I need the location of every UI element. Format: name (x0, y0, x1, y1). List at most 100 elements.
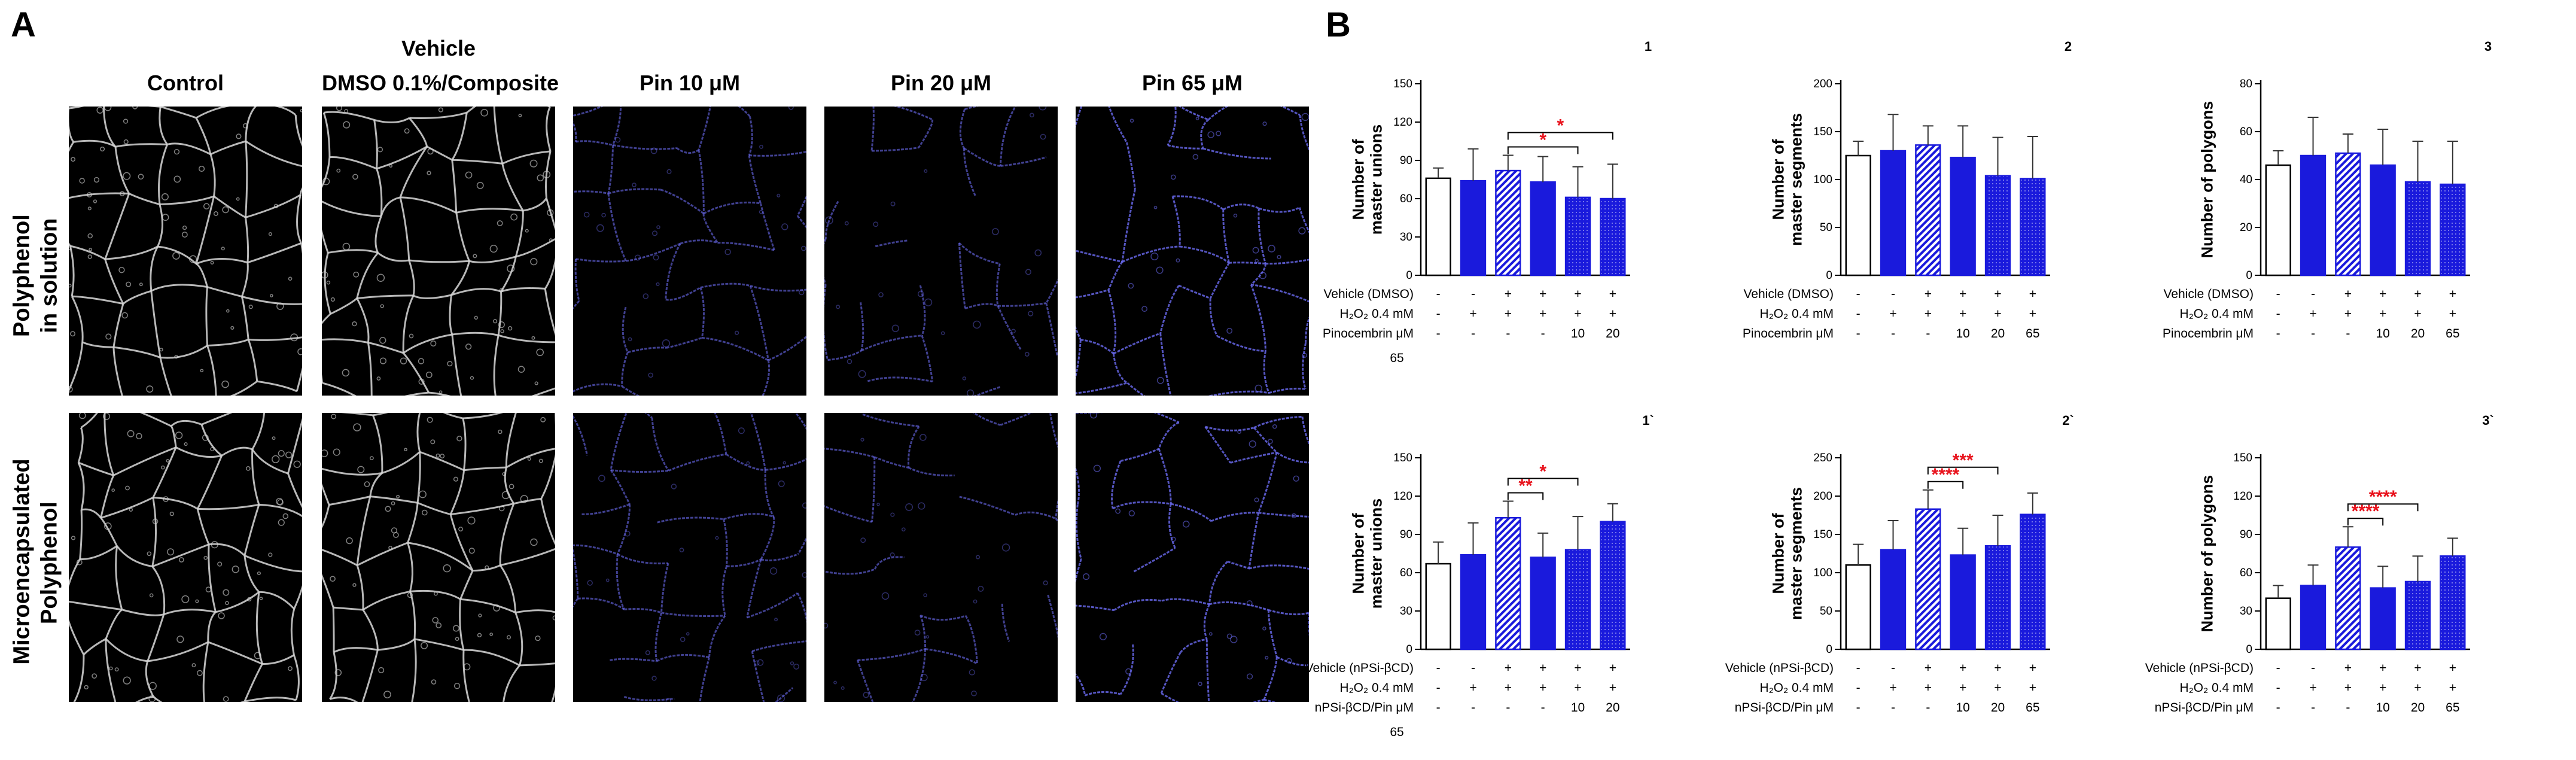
row-label-micro-line1: Microencapsulated (9, 458, 35, 665)
condition-row-label: Pinocembrin μM (1323, 327, 1414, 341)
condition-cell: + (1959, 307, 1966, 321)
row-label-solution-line2: in solution (36, 218, 62, 333)
bar (2265, 164, 2291, 276)
condition-cell: + (1574, 681, 1581, 695)
condition-cell: - (2276, 681, 2280, 695)
micrograph-texture (322, 413, 555, 702)
bar (1984, 175, 2011, 276)
bar (1600, 197, 1626, 276)
bar (1845, 564, 1871, 650)
condition-row-label: H₂O₂ 0.4 mM (2179, 307, 2254, 321)
chart-svg: 1`Number ofmaster unions0306090120150***… (1305, 413, 1654, 739)
condition-cell: + (2449, 661, 2456, 675)
condition-cell: - (1436, 661, 1441, 675)
condition-row-label: Vehicle (DMSO) (1323, 287, 1414, 301)
chart-master-segments-micro: 2` Number ofmaster segments 0 50 100 150 200 25… (1725, 398, 2155, 751)
panel-b-letter: B (1326, 5, 1351, 44)
bar (2335, 546, 2361, 650)
significance-label: ** (1518, 476, 1533, 496)
micrograph-texture (824, 107, 1058, 396)
chart-svg: 3 Number of polygons 0 20 40 60 80 Vehicle (DMS… (2163, 39, 2492, 341)
condition-cell: 65 (2026, 327, 2039, 341)
bar (2335, 152, 2361, 276)
significance-label: **** (2352, 501, 2380, 521)
y-tick-label: 30 (1400, 605, 1412, 618)
significance-bracket (1507, 478, 1579, 486)
vehicle-header: Vehicle (401, 36, 476, 60)
condition-cell: 10 (1956, 327, 1969, 341)
condition-cell: + (1505, 287, 1512, 301)
significance-bracket (1507, 146, 1579, 154)
condition-cell: - (2311, 287, 2315, 301)
condition-cell: + (2449, 307, 2456, 321)
condition-row-label: Vehicle (DMSO) (1743, 287, 1834, 301)
bar (1950, 156, 1976, 276)
condition-cell: + (1505, 661, 1512, 675)
condition-cell: + (2414, 681, 2421, 695)
y-tick-label: 0 (2246, 269, 2252, 282)
micrograph-micro-pin65 (1076, 413, 1309, 702)
micrograph-solution-control (69, 107, 302, 396)
micrograph-texture (322, 107, 555, 396)
condition-row-label: Vehicle (nPSi-βCD) (2145, 661, 2254, 675)
condition-cell: + (1925, 661, 1932, 675)
condition-row-label: nPSi-βCD/Pin μM (1735, 701, 1834, 715)
condition-cell: + (1609, 661, 1616, 675)
significance-bracket (1507, 132, 1613, 140)
bar (1425, 563, 1451, 650)
bar (2440, 555, 2466, 650)
condition-cell: 20 (2411, 327, 2425, 341)
condition-cell: - (1856, 327, 1861, 341)
bar (2265, 597, 2291, 650)
y-tick-label: 60 (1400, 193, 1412, 205)
row-label-solution-line1: Polyphenol (9, 214, 35, 337)
condition-cell: - (1891, 701, 1895, 715)
condition-cell: - (1856, 287, 1861, 301)
condition-cell: + (1469, 307, 1476, 321)
bar (2300, 585, 2327, 650)
y-tick-label: 40 (2240, 174, 2252, 186)
condition-cell: 65 (2026, 701, 2039, 715)
y-tick-label: 200 (1813, 78, 1832, 90)
condition-cell: - (1436, 327, 1441, 341)
bar (2020, 178, 2046, 276)
condition-cell: - (1891, 661, 1895, 675)
y-tick-label: 0 (2246, 643, 2252, 656)
y-tick-label: 0 (1826, 643, 1832, 656)
condition-cell: + (1539, 287, 1546, 301)
condition-cell: 10 (1571, 327, 1585, 341)
chart-title: 3` (2482, 413, 2494, 428)
condition-cell: + (1994, 287, 2001, 301)
bar (1845, 154, 1871, 276)
condition-cell: - (1856, 701, 1861, 715)
condition-cell: + (1959, 661, 1966, 675)
condition-cell: 10 (2376, 327, 2389, 341)
y-tick-label: 150 (2233, 452, 2252, 464)
condition-row-label: Vehicle (nPSi-βCD) (1305, 661, 1414, 675)
y-axis-label: Number ofmaster unions (1350, 498, 1386, 609)
y-axis-label: Number of polygons (2198, 101, 2216, 259)
y-tick-label: 150 (1393, 452, 1412, 464)
bar (1880, 549, 1907, 650)
condition-cell: + (1609, 307, 1616, 321)
condition-cell: - (2311, 327, 2315, 341)
condition-cell: + (2449, 681, 2456, 695)
condition-cell: - (1506, 327, 1510, 341)
significance-label: **** (2369, 487, 2397, 507)
chart-master-unions-solution: 1 Number ofmaster unions 0 30 60 90 120 150 * * Ve… (1316, 24, 1735, 365)
condition-row-label: H₂O₂ 0.4 mM (1339, 681, 1414, 695)
y-tick-label: 20 (2240, 221, 2252, 234)
y-tick-label: 100 (1813, 174, 1832, 186)
condition-cell: + (1994, 681, 2001, 695)
y-tick-label: 50 (1820, 221, 1832, 234)
col-label-pin65: Pin 65 μM (1141, 71, 1243, 95)
y-tick-label: 100 (1813, 567, 1832, 579)
chart-title: 3 (2484, 39, 2492, 54)
bar (1425, 177, 1451, 276)
condition-cell: - (2311, 701, 2315, 715)
y-axis-label: Number ofmaster unions (1350, 124, 1386, 235)
condition-cell: + (2029, 307, 2036, 321)
condition-cell: - (1541, 701, 1545, 715)
chart-title: 1` (1642, 413, 1654, 428)
condition-row-label: Pinocembrin μM (1743, 327, 1834, 341)
